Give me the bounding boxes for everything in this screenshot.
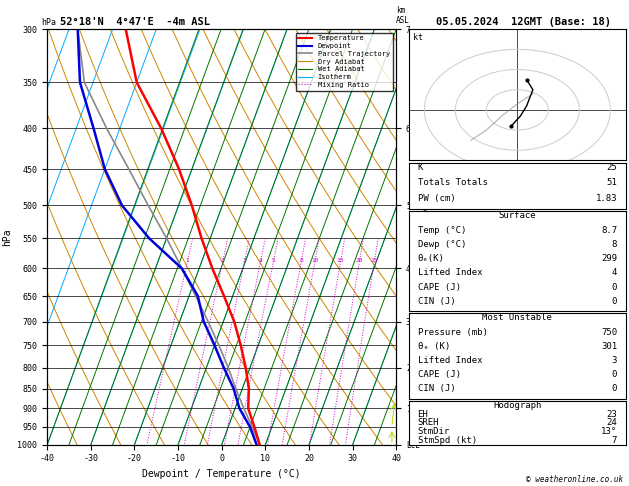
Text: 5: 5 xyxy=(271,258,275,262)
Text: Pressure (mb): Pressure (mb) xyxy=(418,328,487,337)
Text: 301: 301 xyxy=(601,342,617,351)
Text: Totals Totals: Totals Totals xyxy=(418,178,487,187)
Text: 52°18'N  4°47'E  -4m ASL: 52°18'N 4°47'E -4m ASL xyxy=(60,17,209,27)
Text: 0: 0 xyxy=(612,297,617,306)
Text: CIN (J): CIN (J) xyxy=(418,384,455,393)
Text: SREH: SREH xyxy=(418,418,439,428)
Text: 4: 4 xyxy=(612,268,617,278)
Text: 0: 0 xyxy=(612,370,617,379)
Text: hPa: hPa xyxy=(41,17,56,27)
Text: 8: 8 xyxy=(612,240,617,249)
Text: 25: 25 xyxy=(606,163,617,172)
Text: StmDir: StmDir xyxy=(418,427,450,436)
Text: Dewp (°C): Dewp (°C) xyxy=(418,240,466,249)
Text: 750: 750 xyxy=(601,328,617,337)
Text: 1: 1 xyxy=(186,258,189,262)
Text: 8.7: 8.7 xyxy=(601,226,617,235)
Text: 2: 2 xyxy=(221,258,225,262)
Text: Most Unstable: Most Unstable xyxy=(482,313,552,323)
Text: 15: 15 xyxy=(337,258,344,262)
Text: 25: 25 xyxy=(370,258,378,262)
Text: 24: 24 xyxy=(606,418,617,428)
Text: K: K xyxy=(418,163,423,172)
Text: 0: 0 xyxy=(612,282,617,292)
Y-axis label: hPa: hPa xyxy=(2,228,12,246)
Text: 0: 0 xyxy=(612,384,617,393)
Text: Lifted Index: Lifted Index xyxy=(418,356,482,365)
X-axis label: Dewpoint / Temperature (°C): Dewpoint / Temperature (°C) xyxy=(142,469,301,479)
Text: © weatheronline.co.uk: © weatheronline.co.uk xyxy=(526,474,623,484)
Legend: Temperature, Dewpoint, Parcel Trajectory, Dry Adiabat, Wet Adiabat, Isotherm, Mi: Temperature, Dewpoint, Parcel Trajectory… xyxy=(296,33,392,90)
Text: StmSpd (kt): StmSpd (kt) xyxy=(418,436,477,445)
Text: 23: 23 xyxy=(606,410,617,419)
Text: CIN (J): CIN (J) xyxy=(418,297,455,306)
Text: 05.05.2024  12GMT (Base: 18): 05.05.2024 12GMT (Base: 18) xyxy=(437,17,611,27)
Text: 7: 7 xyxy=(612,436,617,445)
Text: EH: EH xyxy=(418,410,428,419)
Text: PW (cm): PW (cm) xyxy=(418,193,455,203)
Text: 13°: 13° xyxy=(601,427,617,436)
Text: kt: kt xyxy=(413,33,423,42)
Text: 20: 20 xyxy=(355,258,363,262)
Text: 3: 3 xyxy=(242,258,246,262)
Text: θₑ(K): θₑ(K) xyxy=(418,254,445,263)
Text: 4: 4 xyxy=(259,258,262,262)
Text: 8: 8 xyxy=(299,258,303,262)
Text: CAPE (J): CAPE (J) xyxy=(418,282,460,292)
Text: Lifted Index: Lifted Index xyxy=(418,268,482,278)
Text: Temp (°C): Temp (°C) xyxy=(418,226,466,235)
Text: CAPE (J): CAPE (J) xyxy=(418,370,460,379)
Text: 1.83: 1.83 xyxy=(596,193,617,203)
Text: Surface: Surface xyxy=(499,211,536,221)
Text: km
ASL: km ASL xyxy=(396,6,410,25)
Text: 51: 51 xyxy=(606,178,617,187)
Text: Hodograph: Hodograph xyxy=(493,401,542,410)
Text: 299: 299 xyxy=(601,254,617,263)
Text: θₑ (K): θₑ (K) xyxy=(418,342,450,351)
Text: 10: 10 xyxy=(311,258,318,262)
Text: Mixing Ratio (g/kg): Mixing Ratio (g/kg) xyxy=(423,193,431,281)
Text: 3: 3 xyxy=(612,356,617,365)
